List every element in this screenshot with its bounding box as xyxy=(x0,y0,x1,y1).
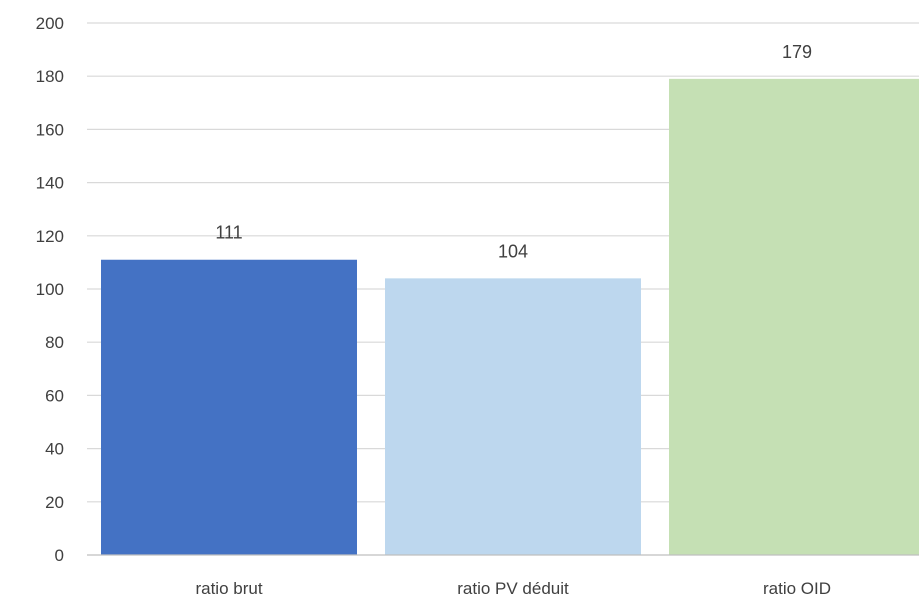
y-tick-label-20: 20 xyxy=(45,493,64,512)
bars xyxy=(101,79,919,555)
category-label-1: ratio brut xyxy=(195,579,262,598)
data-label-3: 179 xyxy=(782,42,812,62)
y-tick-label-0: 0 xyxy=(55,546,64,565)
data-label-2: 104 xyxy=(498,241,528,261)
bar-2 xyxy=(385,278,641,555)
y-tick-label-60: 60 xyxy=(45,386,64,405)
y-tick-label-40: 40 xyxy=(45,440,64,459)
data-label-1: 111 xyxy=(215,223,242,243)
y-axis-tick-labels: 0 20 40 60 80 100 120 140 160 180 200 xyxy=(36,14,64,565)
y-tick-label-100: 100 xyxy=(36,280,64,299)
y-tick-label-80: 80 xyxy=(45,333,64,352)
y-tick-label-140: 140 xyxy=(36,174,64,193)
y-tick-label-200: 200 xyxy=(36,14,64,33)
bar-1 xyxy=(101,260,357,555)
category-label-2: ratio PV déduit xyxy=(457,579,569,598)
y-tick-label-160: 160 xyxy=(36,120,64,139)
x-axis-category-labels: ratio brut ratio PV déduit ratio OID xyxy=(195,579,831,598)
category-label-3: ratio OID xyxy=(763,579,831,598)
bar-3 xyxy=(669,79,919,555)
y-tick-label-120: 120 xyxy=(36,227,64,246)
y-tick-label-180: 180 xyxy=(36,67,64,86)
